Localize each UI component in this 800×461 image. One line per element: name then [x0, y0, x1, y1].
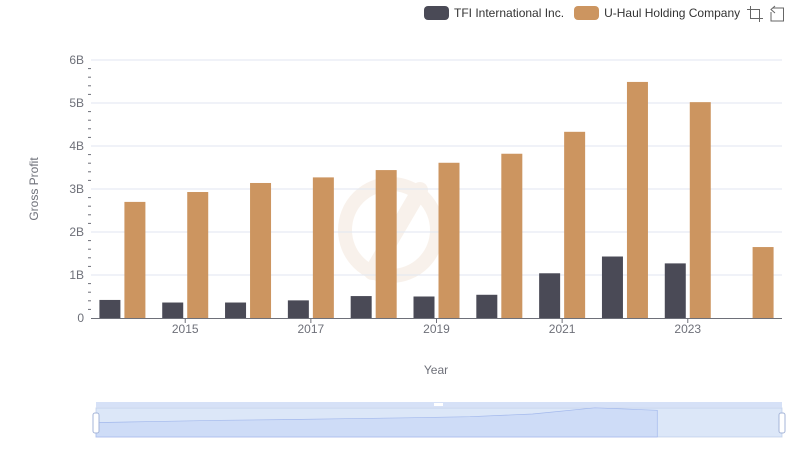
bar-uhaul-2015 [187, 192, 209, 318]
y-tick-label: 3B [69, 182, 84, 196]
y-tick-label: 0 [77, 311, 84, 325]
zoom-selection [96, 408, 782, 437]
y-tick-label: 5B [69, 96, 84, 110]
x-tick-label: 2015 [172, 322, 199, 336]
bar-tfi-2022 [601, 256, 623, 318]
x-axis: 2015 2017 2019 2021 2023 [91, 318, 782, 336]
zoom-preview-area [95, 407, 658, 438]
bar-tfi-2023 [664, 263, 686, 318]
bar-uhaul-2016 [250, 182, 272, 318]
data-zoom-icon[interactable] [746, 5, 764, 23]
bar-uhaul-2024 [752, 247, 774, 318]
zoom-handle-left [92, 412, 100, 434]
x-tick-label: 2019 [423, 322, 450, 336]
y-axis: 0 1B 2B 3B 4B 5B 6B [69, 53, 91, 325]
bar-tfi-2018 [350, 296, 372, 318]
bar-tfi-2021 [539, 273, 561, 318]
zoom-handle-right [778, 412, 786, 434]
y-tick-label: 4B [69, 139, 84, 153]
legend-label-uhaul: U-Haul Holding Company [604, 6, 741, 20]
legend: TFI International Inc. U-Haul Holding Co… [424, 5, 750, 21]
x-tick-label: 2017 [298, 322, 325, 336]
bar-tfi-2016 [225, 302, 247, 318]
y-tick-label: 1B [69, 268, 84, 282]
bar-tfi-2017 [287, 300, 309, 318]
bar-uhaul-2017 [312, 177, 334, 318]
restore-icon[interactable] [768, 5, 786, 23]
bars [99, 81, 774, 319]
x-tick-label: 2021 [549, 322, 576, 336]
legend-label-tfi: TFI International Inc. [454, 6, 565, 20]
y-tick-label: 2B [69, 225, 84, 239]
legend-swatch-uhaul [574, 6, 600, 20]
bar-uhaul-2020 [501, 153, 523, 318]
y-tick-label: 6B [69, 53, 84, 67]
bar-uhaul-2019 [438, 162, 460, 318]
legend-item-tfi[interactable]: TFI International Inc. [424, 6, 564, 20]
bar-tfi-2020 [476, 294, 498, 318]
x-tick-label: 2023 [674, 322, 701, 336]
legend-swatch-tfi [424, 6, 449, 20]
bar-tfi-2014 [99, 299, 121, 318]
x-axis-title: Year [423, 363, 449, 377]
bar-tfi-2019 [413, 296, 435, 318]
data-zoom-slider[interactable] [92, 402, 786, 438]
bar-uhaul-2021 [564, 131, 586, 318]
bar-uhaul-2023 [689, 102, 711, 318]
bar-uhaul-2014 [124, 201, 146, 318]
toolbox [746, 5, 790, 23]
bar-tfi-2015 [162, 302, 184, 318]
zoom-drag-grip [434, 403, 443, 406]
legend-item-uhaul[interactable]: U-Haul Holding Company [574, 6, 740, 20]
bar-uhaul-2018 [375, 170, 397, 318]
bar-uhaul-2022 [626, 81, 648, 319]
